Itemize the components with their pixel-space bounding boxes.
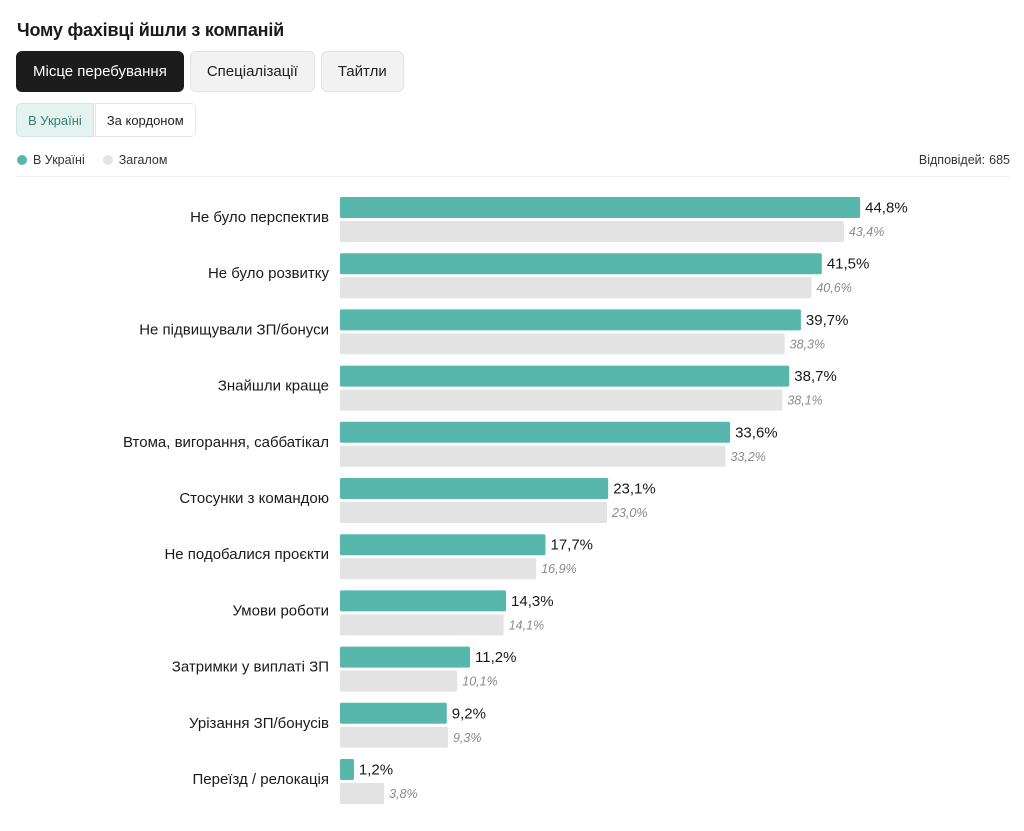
bar-overall[interactable] <box>340 389 783 411</box>
tab-location[interactable]: Місце перебування <box>16 51 184 92</box>
bar-overall[interactable] <box>340 558 537 580</box>
bar-ukraine[interactable] <box>340 534 546 556</box>
bar-overall[interactable] <box>340 670 458 692</box>
subtab-in-ukraine[interactable]: В Україні <box>16 103 94 137</box>
value-label-overall: 38,3% <box>790 337 825 351</box>
bar-ukraine[interactable] <box>340 590 507 612</box>
value-label-overall: 40,6% <box>816 281 851 295</box>
tab-titles[interactable]: Тайтли <box>320 51 404 92</box>
bar-ukraine[interactable] <box>340 309 801 331</box>
bar-ukraine[interactable] <box>340 421 731 443</box>
value-label-overall: 14,1% <box>509 618 544 632</box>
value-label-ukraine: 11,2% <box>475 649 516 666</box>
category-label: Переїзд / релокація <box>192 771 329 788</box>
value-label-ukraine: 23,1% <box>613 481 656 498</box>
category-label: Не подобалися проєкти <box>164 546 329 563</box>
responses-label: Відповідей: <box>918 153 986 167</box>
bar-ukraine[interactable] <box>340 646 471 668</box>
bar-overall[interactable] <box>340 221 844 242</box>
bar-overall[interactable] <box>340 277 812 299</box>
value-label-overall: 43,4% <box>849 225 884 239</box>
value-label-overall: 16,9% <box>541 562 576 576</box>
value-label-overall: 3,8% <box>389 787 418 801</box>
legend-label-ukraine: В Україні <box>33 153 85 167</box>
bar-ukraine[interactable] <box>340 759 354 780</box>
bar-ukraine[interactable] <box>340 702 447 724</box>
subtab-abroad[interactable]: За кордоном <box>94 103 196 137</box>
bar-ukraine[interactable] <box>340 197 861 218</box>
category-label: Умови роботи <box>232 602 329 619</box>
value-label-overall: 10,1% <box>462 675 497 689</box>
value-label-ukraine: 17,7% <box>550 537 593 554</box>
category-label: Не підвищували ЗП/бонуси <box>139 321 329 338</box>
value-label-ukraine: 39,7% <box>806 312 849 329</box>
bar-overall[interactable] <box>340 502 608 523</box>
value-label-ukraine: 33,6% <box>735 424 778 441</box>
value-label-ukraine: 44,8% <box>865 200 908 217</box>
tab-specializations[interactable]: Спеціалізації <box>189 51 315 92</box>
value-label-ukraine: 41,5% <box>827 256 870 273</box>
value-label-overall: 33,2% <box>730 450 765 464</box>
bar-overall[interactable] <box>340 445 726 467</box>
bar-ukraine[interactable] <box>340 478 609 499</box>
category-label: Затримки у виплаті ЗП <box>172 659 329 676</box>
category-label: Не було перспектив <box>190 209 329 226</box>
value-label-overall: 9,3% <box>453 731 482 745</box>
legend-label-overall: Загалом <box>118 153 168 167</box>
category-label: Знайшли краще <box>218 378 329 395</box>
filter-tabs: Місце перебування Спеціалізації Тайтли <box>16 51 404 92</box>
value-label-ukraine: 38,7% <box>794 368 837 385</box>
legend-item-overall: Загалом <box>102 153 168 167</box>
bar-overall[interactable] <box>340 333 785 355</box>
bar-ukraine[interactable] <box>340 365 790 387</box>
legend-item-ukraine: В Україні <box>17 153 85 167</box>
bar-overall[interactable] <box>340 783 385 804</box>
bar-ukraine[interactable] <box>340 253 822 275</box>
category-label: Втома, вигорання, саббатікал <box>123 434 329 451</box>
divider <box>16 176 1010 177</box>
value-label-overall: 38,1% <box>787 394 822 408</box>
location-subtabs: В Україні За кордоном <box>16 103 196 137</box>
chart-legend: В Україні Загалом <box>17 153 167 167</box>
legend-swatch-ukraine <box>17 155 27 165</box>
value-label-ukraine: 9,2% <box>452 705 486 722</box>
value-label-ukraine: 1,2% <box>359 762 393 779</box>
chart-title: Чому фахівці йшли з компаній <box>17 20 284 40</box>
bar-overall[interactable] <box>340 726 448 748</box>
category-label: Урізання ЗП/бонусів <box>189 715 329 732</box>
value-label-overall: 23,0% <box>611 506 647 520</box>
responses-value: 685 <box>989 153 1010 167</box>
value-label-ukraine: 14,3% <box>511 593 554 610</box>
category-label: Не було розвитку <box>208 265 330 282</box>
bar-overall[interactable] <box>340 614 504 636</box>
legend-swatch-overall <box>102 155 113 165</box>
responses-count: Відповідей: 685 <box>919 153 1010 167</box>
category-label: Стосунки з командою <box>179 490 329 507</box>
